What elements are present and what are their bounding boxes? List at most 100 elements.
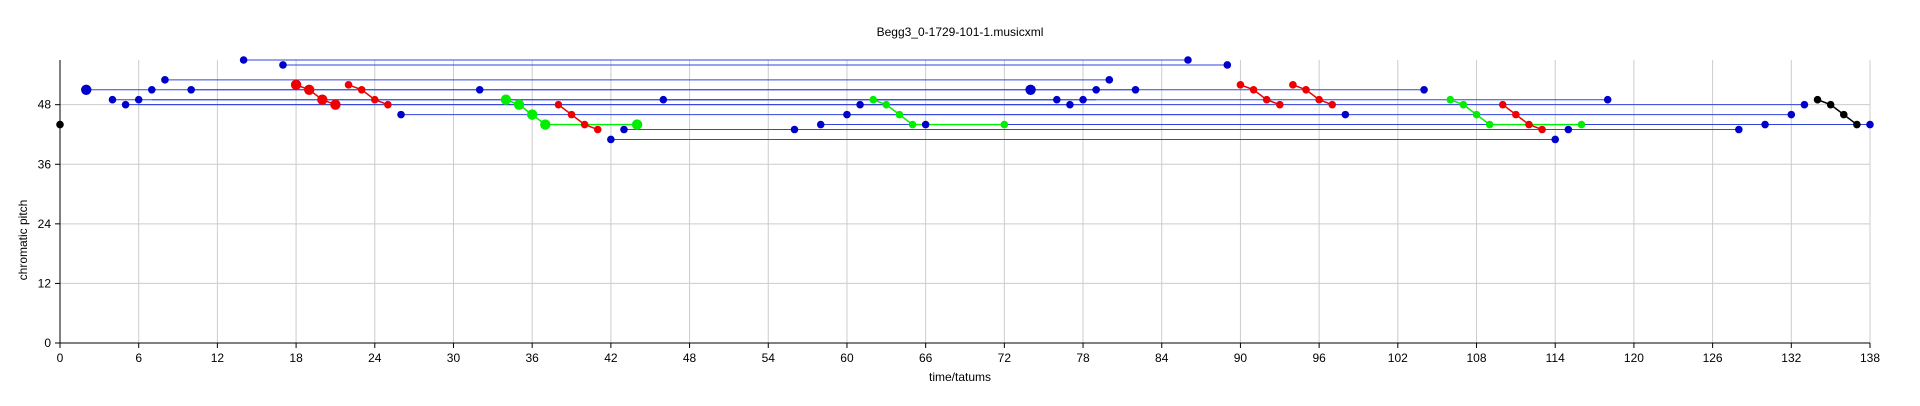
note-point bbox=[317, 94, 328, 105]
note-point bbox=[540, 119, 551, 130]
note-point bbox=[882, 100, 891, 109]
x-tick-label: 12 bbox=[211, 351, 225, 365]
note-point bbox=[1289, 81, 1297, 89]
note-point bbox=[1472, 110, 1481, 119]
x-tick-label: 78 bbox=[1076, 351, 1090, 365]
note-point bbox=[1223, 61, 1232, 69]
note-point bbox=[1866, 120, 1874, 129]
note-point bbox=[1025, 84, 1036, 95]
pattern-connector bbox=[295, 84, 336, 106]
duration-segments bbox=[86, 59, 1870, 140]
note-point bbox=[1853, 120, 1861, 129]
note-point bbox=[1066, 100, 1074, 109]
note-point bbox=[330, 99, 341, 110]
note-point bbox=[554, 100, 563, 109]
note-point bbox=[1498, 100, 1507, 109]
note-point bbox=[1131, 85, 1140, 94]
note-point bbox=[1092, 85, 1100, 94]
note-point bbox=[1800, 100, 1809, 109]
note-point bbox=[1459, 100, 1468, 109]
note-point bbox=[659, 95, 668, 104]
pattern-connector bbox=[1502, 104, 1543, 131]
y-tick-label: 36 bbox=[38, 157, 52, 171]
axes bbox=[55, 60, 1871, 348]
note-point bbox=[1105, 76, 1114, 84]
pattern-connector bbox=[1240, 84, 1281, 106]
x-tick-label: 42 bbox=[604, 351, 618, 365]
note-point bbox=[908, 120, 917, 129]
note-point bbox=[1315, 95, 1323, 104]
note-point bbox=[631, 119, 643, 130]
x-tick-label: 108 bbox=[1467, 351, 1487, 365]
note-point bbox=[1603, 95, 1612, 104]
note-point bbox=[1761, 120, 1769, 129]
note-point bbox=[1446, 95, 1455, 104]
note-point bbox=[1826, 100, 1835, 109]
x-tick-label: 0 bbox=[57, 351, 64, 365]
note-point bbox=[1275, 100, 1284, 109]
note-point bbox=[161, 76, 169, 84]
x-tick-label: 72 bbox=[998, 351, 1012, 365]
note-point bbox=[121, 100, 130, 109]
note-point bbox=[1053, 95, 1061, 104]
pattern-connector bbox=[505, 99, 546, 126]
note-point bbox=[357, 85, 366, 94]
x-tick-label: 102 bbox=[1388, 351, 1408, 365]
note-point bbox=[304, 84, 315, 95]
x-tick-label: 96 bbox=[1312, 351, 1326, 365]
note-point bbox=[1000, 120, 1009, 129]
x-tick-label: 90 bbox=[1234, 351, 1248, 365]
x-tick-label: 120 bbox=[1624, 351, 1644, 365]
note-point bbox=[279, 61, 287, 69]
note-point bbox=[1341, 110, 1350, 119]
x-tick-label: 48 bbox=[683, 351, 697, 365]
note-point bbox=[1079, 95, 1087, 104]
note-point bbox=[1538, 125, 1546, 134]
note-point bbox=[1735, 125, 1743, 134]
x-tick-label: 84 bbox=[1155, 351, 1169, 365]
note-point bbox=[1813, 95, 1822, 104]
note-point bbox=[607, 135, 615, 144]
note-point bbox=[856, 100, 864, 109]
note-point bbox=[1787, 110, 1796, 119]
y-tick-label: 24 bbox=[38, 217, 52, 231]
pattern-connector bbox=[557, 104, 599, 131]
y-axis-label: chromatic pitch bbox=[16, 200, 30, 281]
note-point bbox=[1577, 120, 1586, 129]
tick-labels: 0 6 12 18 24 30 36 42 48 54 60 66 72 78 84 90 96 102 108 11… bbox=[38, 98, 1881, 365]
note-point bbox=[148, 85, 156, 94]
note-point bbox=[1512, 110, 1520, 119]
x-tick-label: 24 bbox=[368, 351, 382, 365]
x-tick-label: 6 bbox=[135, 351, 142, 365]
note-point bbox=[869, 95, 877, 104]
x-axis-label: time/tatums bbox=[929, 370, 991, 384]
pattern-connector bbox=[872, 99, 913, 126]
note-point bbox=[239, 56, 248, 64]
note-point bbox=[370, 95, 379, 104]
note-point bbox=[1551, 135, 1560, 144]
note-point bbox=[895, 110, 904, 119]
chart-title: Begg3_0-1729-101-1.musicxml bbox=[877, 25, 1044, 39]
x-tick-label: 54 bbox=[762, 351, 776, 365]
x-tick-label: 18 bbox=[289, 351, 303, 365]
note-point bbox=[384, 100, 392, 109]
pattern-connector bbox=[348, 84, 389, 106]
note-points bbox=[56, 56, 1874, 144]
note-point bbox=[397, 110, 405, 119]
note-point bbox=[500, 94, 512, 105]
note-point bbox=[187, 85, 195, 94]
x-tick-label: 132 bbox=[1781, 351, 1801, 365]
note-point bbox=[580, 120, 589, 129]
x-tick-label: 138 bbox=[1860, 351, 1880, 365]
note-point bbox=[843, 110, 851, 119]
x-tick-label: 66 bbox=[919, 351, 933, 365]
note-point bbox=[1262, 95, 1271, 104]
note-point bbox=[108, 95, 117, 104]
note-point bbox=[1328, 100, 1337, 109]
note-point bbox=[526, 109, 538, 120]
y-tick-label: 48 bbox=[38, 98, 52, 112]
note-point bbox=[1839, 110, 1848, 119]
note-point bbox=[1420, 85, 1428, 94]
